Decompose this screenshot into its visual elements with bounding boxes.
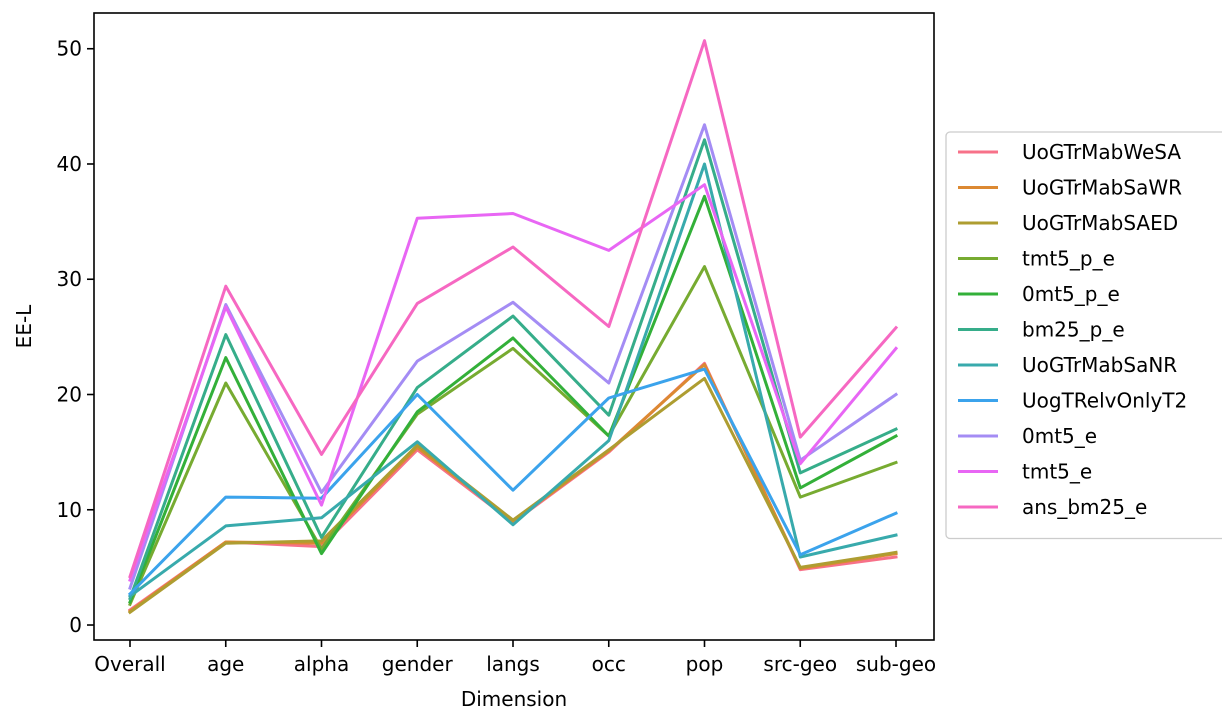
x-tick-label: src-geo bbox=[763, 652, 837, 676]
legend: UoGTrMabWeSA UoGTrMabSaWR UoGTrMabSAED tmt5… bbox=[945, 131, 1222, 540]
series-line-10 bbox=[128, 39, 899, 579]
y-tick-label: 30 bbox=[57, 267, 82, 291]
y-tick-label: 50 bbox=[57, 37, 82, 61]
series-line-5 bbox=[128, 138, 898, 601]
legend-label: UoGTrMabWeSA bbox=[1022, 140, 1181, 164]
series-line-2 bbox=[127, 376, 898, 615]
plot-area-frame bbox=[93, 12, 935, 641]
x-tick-label: age bbox=[207, 652, 244, 676]
x-axis: Overall age alpha gender langs occ pop src-geo s… bbox=[94, 640, 936, 676]
y-axis-label: EE-L bbox=[12, 304, 36, 348]
y-tick-label: 40 bbox=[57, 152, 82, 176]
y-tick-label: 0 bbox=[69, 613, 82, 637]
y-tick-label: 20 bbox=[57, 383, 82, 407]
series-line-7 bbox=[127, 367, 898, 597]
x-tick-label: sub-geo bbox=[856, 652, 936, 676]
legend-label: tmt5_e bbox=[1022, 460, 1092, 484]
y-tick-label: 10 bbox=[57, 498, 82, 522]
x-tick-label: occ bbox=[592, 652, 626, 676]
series-line-4 bbox=[128, 194, 899, 604]
legend-label: 0mt5_e bbox=[1022, 424, 1097, 448]
legend-label: bm25_p_e bbox=[1022, 318, 1125, 342]
x-tick-label: pop bbox=[686, 652, 724, 676]
legend-label: ans_bm25_e bbox=[1022, 495, 1147, 519]
x-tick-label: gender bbox=[382, 652, 454, 676]
legend-label: UoGTrMabSAED bbox=[1022, 211, 1178, 235]
x-axis-label: Dimension bbox=[461, 687, 567, 711]
legend-label: UogTRelvOnlyT2 bbox=[1022, 389, 1187, 413]
series-line-8 bbox=[128, 123, 899, 591]
legend-box bbox=[945, 131, 1222, 540]
x-tick-label: Overall bbox=[94, 652, 165, 676]
x-tick-label: langs bbox=[486, 652, 540, 676]
legend-label: tmt5_p_e bbox=[1022, 247, 1115, 271]
legend-label: UoGTrMabSaNR bbox=[1022, 353, 1177, 377]
series-line-6 bbox=[127, 162, 898, 599]
series-line-9 bbox=[128, 183, 899, 583]
y-axis: 0 10 20 30 40 50 bbox=[57, 37, 94, 637]
x-tick-label: alpha bbox=[294, 652, 349, 676]
legend-label: 0mt5_p_e bbox=[1022, 282, 1120, 306]
legend-label: UoGTrMabSaWR bbox=[1022, 176, 1182, 200]
series-lines bbox=[127, 39, 899, 615]
